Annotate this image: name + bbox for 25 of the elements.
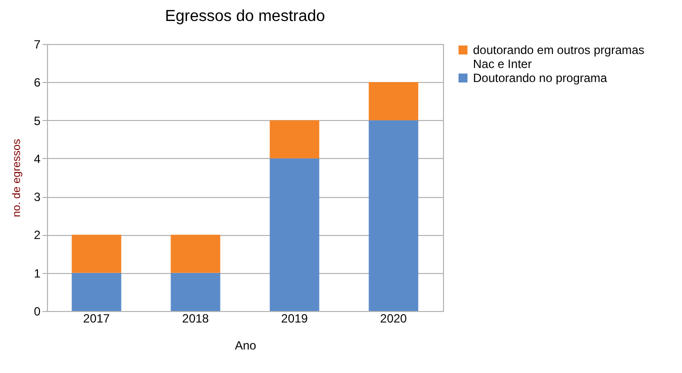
bar <box>170 272 220 311</box>
bar <box>270 158 320 311</box>
chart-title: Egressos do mestrado <box>164 8 326 25</box>
legend-label: doutorando em outros prgramas Nac e Inter <box>473 43 644 71</box>
x-axis-title: Ano <box>234 338 256 352</box>
legend-label: Doutorando no programa <box>473 71 608 85</box>
x-tick-label: 2017 <box>83 312 110 326</box>
bar <box>72 272 122 311</box>
y-tick-label: 6 <box>34 76 41 90</box>
bar <box>368 120 418 311</box>
y-tick-label: 3 <box>34 190 41 204</box>
y-tick-label: 4 <box>34 152 41 166</box>
y-tick-label: 1 <box>34 266 41 280</box>
y-axis-title: no. de egressos <box>10 138 23 218</box>
x-tick-label: 2019 <box>281 312 308 326</box>
bar <box>170 234 220 273</box>
y-tick-label: 5 <box>34 114 41 128</box>
bar <box>368 82 418 120</box>
bar <box>72 234 122 273</box>
y-tick-label: 2 <box>34 228 41 242</box>
x-tick-label: 2018 <box>182 312 210 326</box>
y-tick-label: 7 <box>34 38 41 52</box>
bar <box>270 120 320 158</box>
x-tick-label: 2020 <box>380 312 408 326</box>
y-tick-label: 0 <box>34 304 41 318</box>
